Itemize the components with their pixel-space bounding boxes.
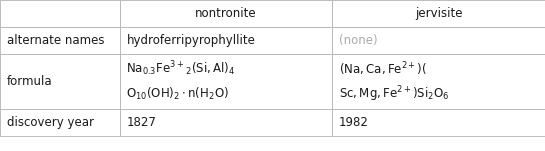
Polygon shape — [120, 54, 332, 109]
Polygon shape — [0, 54, 120, 109]
Polygon shape — [0, 27, 120, 54]
Text: 1827: 1827 — [126, 116, 156, 129]
Text: (none): (none) — [339, 34, 378, 47]
Text: hydroferripyrophyllite: hydroferripyrophyllite — [126, 34, 255, 47]
Text: formula: formula — [7, 75, 52, 88]
Polygon shape — [332, 27, 545, 54]
Polygon shape — [332, 0, 545, 27]
Text: jervisite: jervisite — [415, 7, 463, 20]
Text: $\mathregular{(Na,Ca,Fe^{2+})(}$: $\mathregular{(Na,Ca,Fe^{2+})(}$ — [339, 60, 427, 77]
Text: discovery year: discovery year — [7, 116, 94, 129]
Text: $\mathregular{O_{10}(OH)_{2}\cdot n(H_{2}O)}$: $\mathregular{O_{10}(OH)_{2}\cdot n(H_{2… — [126, 86, 229, 102]
Polygon shape — [120, 109, 332, 136]
Text: $\mathregular{Na_{0.3}Fe^{3+}{}_{2}(Si,Al)_{4}}$: $\mathregular{Na_{0.3}Fe^{3+}{}_{2}(Si,A… — [126, 59, 235, 78]
Polygon shape — [0, 0, 120, 27]
Polygon shape — [332, 109, 545, 136]
Text: alternate names: alternate names — [7, 34, 104, 47]
Polygon shape — [0, 109, 120, 136]
Text: 1982: 1982 — [339, 116, 369, 129]
Text: nontronite: nontronite — [195, 7, 257, 20]
Polygon shape — [120, 0, 332, 27]
Polygon shape — [332, 54, 545, 109]
Polygon shape — [120, 27, 332, 54]
Text: $\mathregular{Sc,Mg,Fe^{2+})Si_{2}O_{6}}$: $\mathregular{Sc,Mg,Fe^{2+})Si_{2}O_{6}}… — [339, 85, 450, 104]
